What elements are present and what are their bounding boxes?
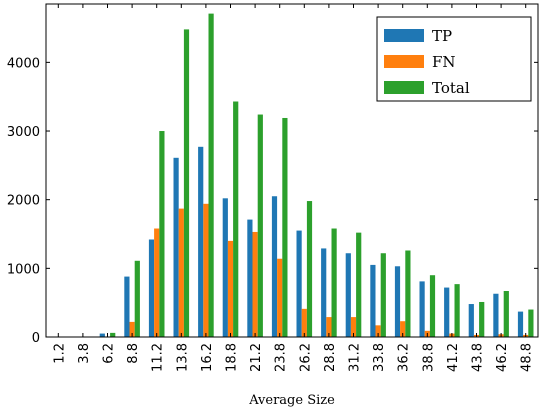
x-tick-label-33.8: 33.8	[372, 343, 387, 372]
bar-tp-6.2	[99, 333, 105, 337]
legend-swatch-total	[384, 81, 424, 94]
bar-total-16.2	[208, 13, 214, 338]
x-tick-label-43.8: 43.8	[471, 343, 486, 372]
x-tick-label-21.2: 21.2	[249, 343, 264, 372]
bar-tp-21.2	[247, 219, 253, 337]
bar-tp-18.8	[222, 198, 228, 337]
y-tick-label: 3000	[7, 125, 40, 140]
x-tick-label-6.2: 6.2	[102, 343, 117, 364]
bar-fn-28.8	[326, 317, 332, 337]
plot-frame	[45, 3, 539, 338]
legend: TP FN Total	[376, 16, 532, 102]
x-tick-label-48.8: 48.8	[520, 343, 535, 372]
bar-tp-48.8	[517, 311, 524, 337]
bar-fn-23.8	[277, 258, 283, 337]
bar-fn-21.2	[252, 231, 258, 337]
x-tick-label-11.2: 11.2	[151, 343, 166, 372]
x-tick-label-28.8: 28.8	[323, 343, 338, 372]
bar-tp-46.2	[493, 293, 499, 337]
bar-fn-16.2	[203, 203, 209, 337]
legend-swatch-tp	[384, 29, 424, 42]
bar-total-43.8	[479, 301, 485, 337]
bar-fn-13.8	[178, 208, 184, 337]
legend-label-fn: FN	[432, 53, 456, 71]
x-tick-label-16.2: 16.2	[200, 343, 215, 372]
bar-tp-23.8	[271, 196, 278, 337]
bar-tp-13.8	[173, 157, 179, 337]
x-tick-label-26.2: 26.2	[298, 343, 313, 372]
bar-tp-28.8	[321, 248, 327, 337]
bar-fn-33.8	[375, 325, 381, 337]
x-tick-label-8.8: 8.8	[126, 343, 141, 364]
y-tick-label: 0	[32, 331, 40, 346]
bar-total-48.8	[528, 309, 534, 337]
bar-tp-41.2	[444, 287, 450, 337]
bar-total-31.2	[356, 232, 362, 337]
legend-swatch-fn	[384, 55, 424, 68]
bar-total-13.8	[183, 29, 190, 338]
x-axis-label: Average Size	[248, 393, 335, 408]
bar-fn-31.2	[350, 317, 357, 337]
x-tick-label-18.8: 18.8	[225, 343, 240, 372]
x-tick-label-13.8: 13.8	[175, 343, 190, 372]
bar-total-46.2	[503, 291, 509, 337]
bars-group	[99, 13, 534, 338]
bar-fn-18.8	[227, 240, 234, 337]
bar-total-38.8	[429, 275, 436, 337]
x-tick-label-1.2: 1.2	[52, 343, 67, 364]
x-tick-label-31.2: 31.2	[348, 343, 363, 372]
bar-tp-11.2	[148, 239, 155, 337]
y-tick-label: 4000	[7, 56, 40, 71]
bar-fn-36.2	[400, 321, 406, 337]
x-tick-label-46.2: 46.2	[495, 343, 510, 372]
bar-tp-16.2	[198, 146, 204, 337]
bar-tp-36.2	[394, 266, 401, 337]
bar-total-8.8	[134, 260, 140, 337]
bar-total-41.2	[454, 284, 460, 337]
bar-total-28.8	[331, 228, 337, 337]
bar-total-18.8	[233, 101, 239, 337]
bar-total-26.2	[306, 201, 313, 337]
bar-tp-26.2	[296, 230, 302, 337]
bar-fn-26.2	[301, 308, 307, 337]
bar-fn-11.2	[154, 228, 160, 337]
x-axis-ticks: 1.2 3.8 6.2 8.8 11.2 13.8 16.2 18.8 21.2 23.8 26.2…	[52, 4, 535, 372]
bar-tp-8.8	[124, 276, 130, 337]
x-tick-label-38.8: 38.8	[421, 343, 436, 372]
x-tick-label-3.8: 3.8	[77, 343, 92, 364]
bar-tp-31.2	[345, 253, 351, 337]
bar-total-21.2	[257, 114, 263, 337]
bar-tp-33.8	[370, 264, 376, 337]
bar-total-6.2	[110, 332, 116, 337]
bar-tp-43.8	[468, 304, 474, 337]
x-tick-label-36.2: 36.2	[397, 343, 412, 372]
legend-label-tp: TP	[432, 27, 452, 45]
bar-tp-38.8	[419, 281, 425, 337]
legend-label-total: Total	[432, 79, 470, 97]
x-tick-label-41.2: 41.2	[446, 343, 461, 372]
y-axis-ticks: 0 1000 2000 3000 4000	[7, 56, 538, 346]
y-tick-label: 1000	[7, 262, 40, 277]
bar-fn-8.8	[129, 321, 135, 337]
bar-total-11.2	[159, 131, 165, 337]
y-tick-label: 2000	[7, 194, 40, 209]
bar-total-23.8	[282, 117, 288, 337]
bar-total-36.2	[405, 250, 411, 337]
x-tick-label-23.8: 23.8	[274, 343, 289, 372]
bar-total-33.8	[380, 253, 386, 337]
